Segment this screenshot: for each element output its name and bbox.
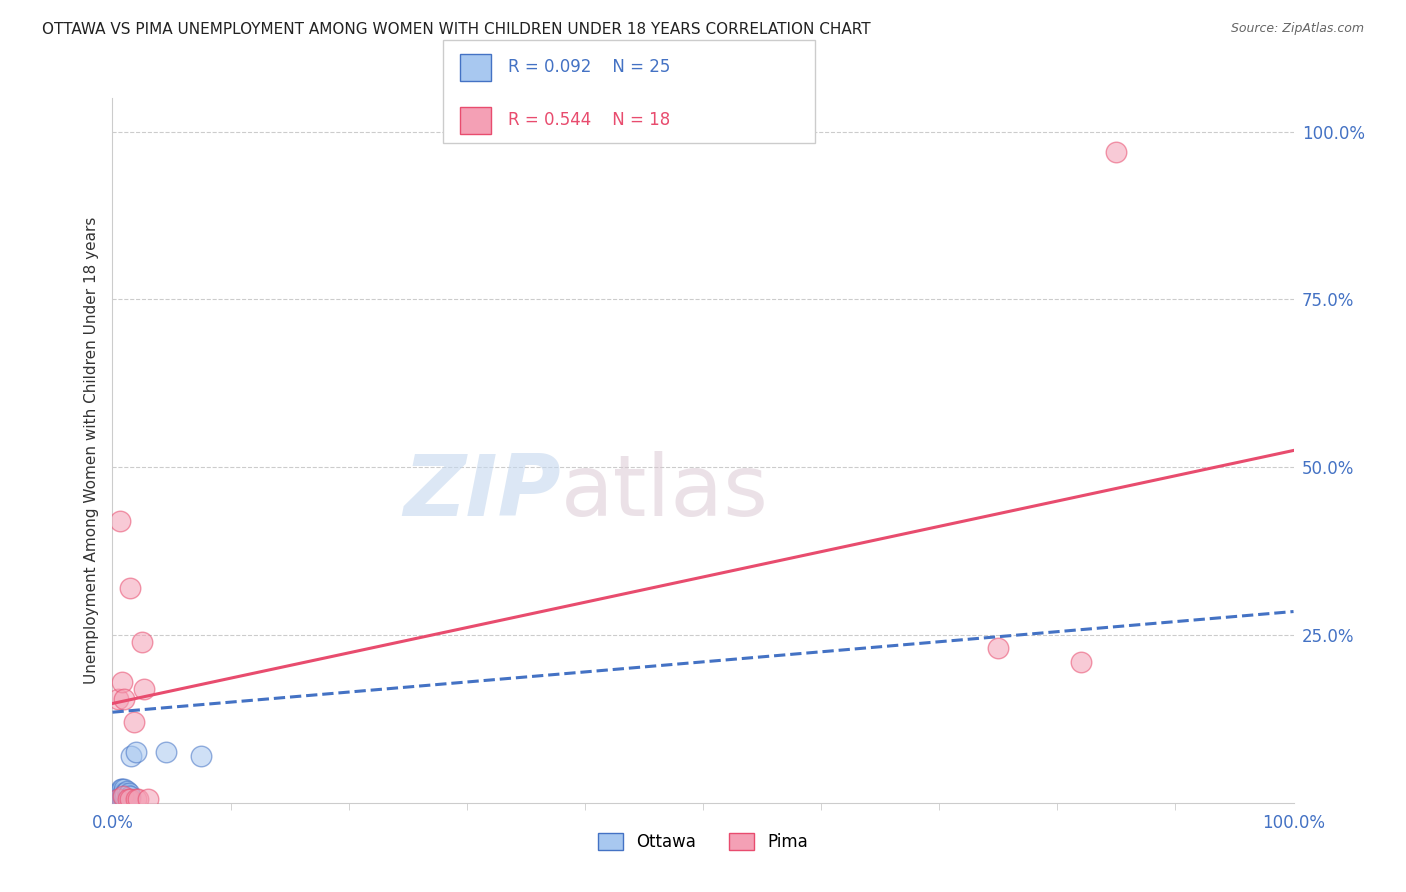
- Point: [114, 786, 136, 800]
- Point: [118, 786, 141, 800]
- Point: [190, 748, 212, 763]
- Point: [987, 641, 1010, 656]
- Point: [117, 788, 139, 802]
- Point: [108, 514, 131, 528]
- Point: [120, 748, 142, 763]
- Point: [111, 675, 134, 690]
- Point: [111, 792, 134, 806]
- Point: [131, 634, 153, 648]
- Text: R = 0.544    N = 18: R = 0.544 N = 18: [508, 111, 669, 128]
- Point: [107, 786, 129, 800]
- Point: [112, 789, 135, 803]
- Point: [112, 789, 135, 803]
- Point: [107, 792, 129, 806]
- Point: [125, 792, 148, 806]
- Point: [114, 789, 136, 803]
- Point: [120, 581, 142, 595]
- Point: [107, 792, 129, 806]
- Point: [120, 792, 142, 806]
- Point: [136, 792, 159, 806]
- Legend: Ottawa, Pima: Ottawa, Pima: [591, 826, 815, 858]
- Point: [112, 786, 135, 800]
- Text: Source: ZipAtlas.com: Source: ZipAtlas.com: [1230, 22, 1364, 36]
- Point: [117, 792, 139, 806]
- Point: [125, 746, 148, 760]
- Point: [111, 789, 134, 803]
- Point: [107, 691, 129, 706]
- Text: atlas: atlas: [561, 451, 769, 534]
- Point: [110, 789, 132, 803]
- Point: [1105, 145, 1128, 159]
- Point: [1070, 655, 1092, 669]
- Point: [112, 788, 135, 802]
- Point: [108, 789, 131, 803]
- Text: ZIP: ZIP: [404, 451, 561, 534]
- Text: OTTAWA VS PIMA UNEMPLOYMENT AMONG WOMEN WITH CHILDREN UNDER 18 YEARS CORRELATION: OTTAWA VS PIMA UNEMPLOYMENT AMONG WOMEN …: [42, 22, 870, 37]
- Point: [111, 782, 134, 797]
- Point: [115, 783, 138, 797]
- Point: [112, 782, 135, 797]
- Y-axis label: Unemployment Among Women with Children Under 18 years: Unemployment Among Women with Children U…: [83, 217, 98, 684]
- Point: [134, 681, 156, 696]
- Point: [107, 789, 129, 803]
- Point: [110, 782, 132, 797]
- Point: [155, 746, 177, 760]
- Point: [112, 792, 135, 806]
- Point: [112, 691, 135, 706]
- Point: [108, 786, 131, 800]
- Point: [120, 789, 142, 803]
- Point: [122, 715, 145, 730]
- Text: R = 0.092    N = 25: R = 0.092 N = 25: [508, 58, 669, 76]
- Point: [127, 792, 149, 806]
